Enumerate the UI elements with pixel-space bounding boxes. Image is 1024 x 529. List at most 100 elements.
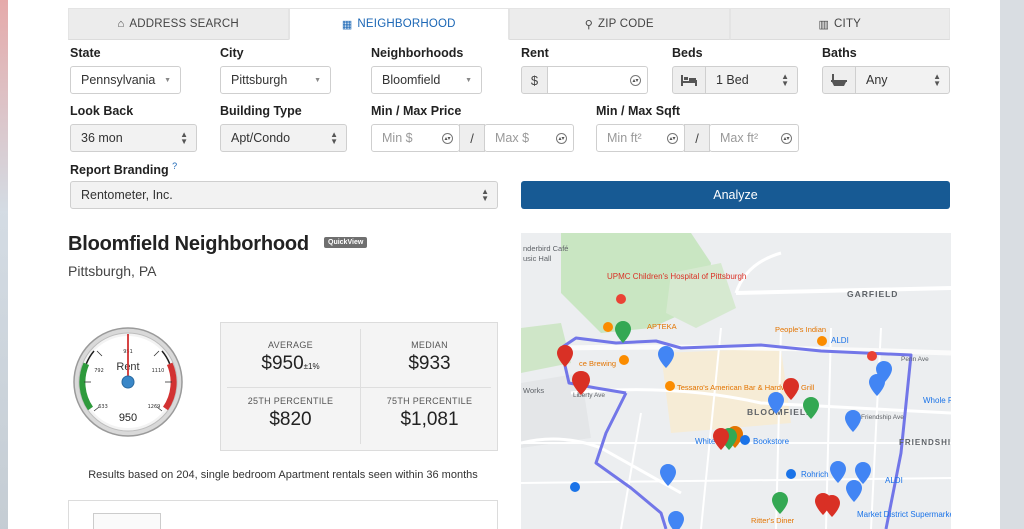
updown-arrows-icon: ▲ ▼ bbox=[781, 72, 789, 88]
tab-address-search[interactable]: ⌂ ADDRESS SEARCH bbox=[68, 8, 289, 40]
chevron-down-icon: ▼ bbox=[164, 77, 171, 84]
tab-neighborhood[interactable]: ▦ NEIGHBORHOOD bbox=[288, 8, 509, 40]
poi-icons bbox=[570, 294, 877, 492]
divider bbox=[227, 387, 491, 388]
report-thumbnail[interactable] bbox=[93, 513, 161, 529]
beds-label: Beds bbox=[672, 46, 703, 60]
city-value: Pittsburgh bbox=[231, 73, 288, 87]
median-value: $933 bbox=[408, 353, 451, 374]
building-icon: ▦ bbox=[341, 18, 353, 31]
map-pin-icon: ⚲ bbox=[584, 18, 594, 31]
city-label: City bbox=[220, 46, 244, 60]
median-stat: MEDIAN $933 bbox=[360, 323, 499, 387]
p75-stat: 75TH PERCENTILE $1,081 bbox=[360, 387, 499, 451]
price-range-label: Min / Max Price bbox=[371, 104, 462, 118]
tab-city[interactable]: ▥ CITY bbox=[729, 8, 950, 40]
state-label: State bbox=[70, 46, 101, 60]
building-type-value: Apt/Condo bbox=[231, 131, 291, 145]
min-price-input[interactable]: Min $ ▴▾ bbox=[371, 124, 460, 152]
city-select[interactable]: Pittsburgh ▼ bbox=[220, 66, 331, 94]
min-sqft-placeholder: Min ft² bbox=[607, 131, 642, 145]
tab-label: ZIP CODE bbox=[598, 18, 654, 30]
map-label: ALDI bbox=[885, 476, 903, 485]
spinner-icon[interactable]: ▴▾ bbox=[630, 75, 641, 86]
min-sqft-input[interactable]: Min ft² ▴▾ bbox=[596, 124, 685, 152]
beds-select[interactable]: 1 Bed ▲ ▼ bbox=[705, 66, 798, 94]
report-preview-card bbox=[68, 500, 498, 529]
gauge-value: 950 bbox=[119, 412, 137, 424]
map-label: Tessaro's American Bar & Hardwood Grill bbox=[677, 383, 815, 392]
map-label: Friendship Ave bbox=[861, 414, 904, 421]
sqft-range-label: Min / Max Sqft bbox=[596, 104, 681, 118]
max-sqft-placeholder: Max ft² bbox=[720, 131, 759, 145]
price-separator: / bbox=[459, 124, 485, 152]
neighborhoods-select[interactable]: Bloomfield ▼ bbox=[371, 66, 482, 94]
median-label: MEDIAN bbox=[411, 340, 448, 350]
map-marker-group[interactable] bbox=[557, 321, 892, 529]
state-select[interactable]: Pennsylvania ▼ bbox=[70, 66, 181, 94]
tab-zip-code[interactable]: ⚲ ZIP CODE bbox=[509, 8, 730, 40]
report-branding-value: Rentometer, Inc. bbox=[81, 188, 173, 202]
map-label: People's Indian bbox=[775, 325, 826, 334]
city-icon: ▥ bbox=[818, 18, 830, 31]
map-label: nderbird Café bbox=[523, 244, 568, 253]
average-stat: AVERAGE $950±1% bbox=[221, 323, 360, 387]
results-note: Results based on 204, single bedroom Apa… bbox=[88, 469, 478, 481]
p75-label: 75TH PERCENTILE bbox=[386, 396, 473, 406]
divider bbox=[360, 329, 361, 444]
page-title: Bloomfield Neighborhood bbox=[68, 233, 309, 255]
p25-label: 25TH PERCENTILE bbox=[247, 396, 334, 406]
background-left-edge bbox=[0, 0, 8, 529]
map-label: GARFIELD bbox=[847, 289, 898, 299]
building-type-select[interactable]: Apt/Condo ▲ ▼ bbox=[220, 124, 347, 152]
neighborhoods-value: Bloomfield bbox=[382, 73, 441, 87]
search-panel: ⌂ ADDRESS SEARCH ▦ NEIGHBORHOOD ⚲ ZIP CO… bbox=[8, 0, 1000, 529]
map-label: usic Hall bbox=[523, 254, 552, 263]
gauge-tick-label: 792 bbox=[94, 368, 104, 374]
analyze-button[interactable]: Analyze bbox=[521, 181, 950, 209]
help-icon[interactable]: ? bbox=[172, 161, 178, 171]
average-value: $950±1% bbox=[221, 353, 360, 375]
max-price-placeholder: Max $ bbox=[495, 131, 530, 145]
look-back-label: Look Back bbox=[70, 104, 134, 118]
map-label: Whole Fo bbox=[923, 396, 951, 405]
chevron-down-icon: ▼ bbox=[314, 77, 321, 84]
gauge-tick-label: 1110 bbox=[152, 368, 165, 374]
spinner-icon[interactable]: ▴▾ bbox=[556, 133, 567, 144]
report-branding-label: Report Branding ? bbox=[70, 161, 177, 177]
neighborhood-map[interactable]: nderbird Café usic Hall GARFIELD BLOOMFI… bbox=[521, 233, 951, 529]
rent-gauge: 951 792 1110 633 1269 Rent 950 bbox=[73, 327, 183, 437]
map-label: Liberty Ave bbox=[573, 392, 605, 399]
bed-icon bbox=[672, 66, 706, 94]
building-type-label: Building Type bbox=[220, 104, 302, 118]
chevron-down-icon: ▼ bbox=[465, 77, 472, 84]
tab-label: NEIGHBORHOOD bbox=[357, 18, 456, 30]
spinner-icon[interactable]: ▴▾ bbox=[442, 133, 453, 144]
gauge-tick-label: 1269 bbox=[148, 404, 161, 410]
map-label: Rohrich bbox=[801, 470, 829, 479]
background-right-edge bbox=[1000, 0, 1024, 529]
updown-arrows-icon: ▲ ▼ bbox=[180, 130, 188, 146]
report-location: Pittsburgh, PA bbox=[68, 263, 157, 279]
baths-value: Any bbox=[866, 73, 888, 87]
max-sqft-input[interactable]: Max ft² ▴▾ bbox=[709, 124, 799, 152]
p25-stat: 25TH PERCENTILE $820 bbox=[221, 387, 360, 451]
max-price-input[interactable]: Max $ ▴▾ bbox=[484, 124, 574, 152]
quickview-badge[interactable]: QuickView bbox=[324, 237, 368, 248]
baths-select[interactable]: Any ▲ ▼ bbox=[855, 66, 950, 94]
average-margin: ±1% bbox=[303, 362, 320, 371]
look-back-select[interactable]: 36 mon ▲ ▼ bbox=[70, 124, 197, 152]
spinner-icon[interactable]: ▴▾ bbox=[667, 133, 678, 144]
dollar-prefix: $ bbox=[521, 66, 548, 94]
spinner-icon[interactable]: ▴▾ bbox=[781, 133, 792, 144]
neighborhoods-label: Neighborhoods bbox=[371, 46, 464, 60]
map-label: Works bbox=[523, 386, 544, 395]
min-price-placeholder: Min $ bbox=[382, 131, 413, 145]
report-branding-select[interactable]: Rentometer, Inc. ▲ ▼ bbox=[70, 181, 498, 209]
rent-stats-panel: AVERAGE $950±1% MEDIAN $933 25TH PERCENT… bbox=[220, 322, 498, 451]
p25-value: $820 bbox=[269, 409, 312, 430]
map-label: Ritter's Diner bbox=[751, 516, 795, 525]
state-value: Pennsylvania bbox=[81, 73, 156, 87]
rent-input[interactable]: ▴▾ bbox=[547, 66, 648, 94]
map-label: Bookstore bbox=[753, 437, 790, 446]
